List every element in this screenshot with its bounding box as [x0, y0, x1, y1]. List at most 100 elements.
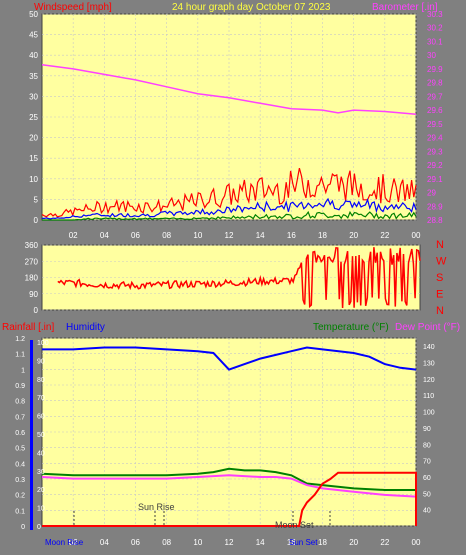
temperature-y-tick-1: 50: [423, 491, 431, 498]
barometer-y-axis-labels: 28.8 28.9 29 29.1 29.2 29.3 29.4 29.5 29.6 29.7 29…: [427, 10, 443, 225]
rainfall-y-tick-6: 0.6: [15, 430, 25, 437]
wind-x-tick-4: 10: [193, 231, 202, 240]
barometer-y-tick-13: 30.1: [427, 37, 443, 46]
humidity-y-tick-9: 90: [37, 358, 45, 365]
wind-y-tick-6: 30: [29, 92, 38, 101]
temperature-y-tick-6: 100: [423, 410, 435, 417]
wind-x-tick-0: 02: [69, 231, 78, 240]
barometer-y-tick-3: 29.1: [427, 175, 443, 184]
barometer-y-tick-2: 29: [427, 189, 436, 198]
wind-x-tick-2: 06: [131, 231, 140, 240]
series-line-0: [42, 346, 417, 371]
wind-y-tick-0: 0: [34, 216, 39, 225]
barometer-y-tick-0: 28.8: [427, 216, 443, 225]
rain-x-tick-8: 18: [318, 538, 327, 547]
humidity-y-tick-2: 20: [37, 487, 45, 494]
humidity-axis-bar: [30, 340, 33, 530]
temperature-y-tick-10: 140: [423, 344, 435, 351]
wind-y-tick-9: 45: [29, 31, 38, 40]
direction-gridlines: [42, 244, 420, 311]
chart-date-title: 24 hour graph day October 07 2023: [172, 2, 331, 13]
rain-x-tick-5: 12: [225, 538, 234, 547]
windspeed-axis-title: Windspeed [mph]: [34, 2, 112, 13]
barometer-y-tick-15: 30.3: [427, 10, 443, 19]
rainfall-y-tick-7: 0.7: [15, 414, 25, 421]
barometer-y-tick-8: 29.6: [427, 106, 443, 115]
wind-y-axis-labels: 0 5 10 15 20 25 30 35 40 45 50: [29, 10, 38, 225]
rainfall-y-tick-9: 0.9: [15, 383, 25, 390]
wind-x-tick-5: 12: [225, 231, 234, 240]
direction-y-tick-3: 270: [25, 257, 39, 266]
wind-x-tick-9: 20: [349, 231, 358, 240]
direction-y-axis-labels: 0 90 180 270 360: [25, 241, 39, 315]
wind-x-tick-7: 16: [287, 231, 296, 240]
barometer-y-tick-12: 30: [427, 51, 436, 60]
wind-y-tick-10: 50: [29, 10, 38, 19]
barometer-y-tick-6: 29.4: [427, 134, 443, 143]
wind-gust-line: [41, 167, 417, 218]
barometer-y-tick-1: 28.9: [427, 202, 443, 211]
humidity-y-axis-labels: 0 10 20 30 40 50 60 70 80 90 100: [37, 340, 49, 531]
rainfall-y-tick-1: 0.1: [15, 508, 25, 515]
direction-series: [57, 246, 421, 309]
humidity-y-tick-8: 80: [37, 377, 45, 384]
wind-y-tick-8: 40: [29, 51, 38, 60]
rainfall-y-tick-0: 0: [21, 524, 25, 531]
rain-x-tick-1: 04: [100, 538, 109, 547]
temperature-axis-title: Temperature (°F): [313, 322, 389, 333]
rain-humidity-temperature-panel: 0 0.1 0.2 0.3 0.4 0.5 0.6 0.7 0.8 0.9 1 1.1 1.2 0 10 2…: [2, 322, 460, 547]
wind-y-tick-5: 25: [29, 113, 38, 122]
temperature-y-tick-5: 90: [423, 426, 431, 433]
rain-x-tick-11: 00: [412, 538, 421, 547]
temperature-y-tick-7: 110: [423, 393, 434, 400]
compass-label-4: N: [436, 305, 444, 317]
rainfall-y-tick-4: 0.4: [15, 461, 25, 468]
rain-x-tick-2: 06: [131, 538, 140, 547]
moon-rise-label: Moon Rise: [45, 538, 84, 547]
sun-set-label: Sun Set: [289, 538, 318, 547]
humidity-y-tick-3: 30: [37, 469, 45, 476]
wind-y-tick-1: 5: [34, 195, 39, 204]
temperature-y-axis-labels: 40 50 60 70 80 90 100 110 120 130 140: [423, 344, 435, 514]
rain-x-tick-4: 10: [193, 538, 202, 547]
wind-y-tick-3: 15: [29, 154, 38, 163]
rain-x-tick-0: 02: [69, 538, 78, 547]
rain-x-axis-labels: 02 04 06 08 10 12 14 16 18 20 22 00: [69, 538, 421, 547]
rainfall-y-tick-3: 0.3: [15, 477, 25, 484]
series-line-2: [41, 474, 417, 498]
rainfall-y-tick-10: 1: [21, 367, 25, 374]
barometer-y-tick-11: 29.9: [427, 65, 443, 74]
wind-x-tick-1: 04: [100, 231, 109, 240]
humidity-y-tick-7: 70: [37, 395, 45, 402]
wind-y-tick-2: 10: [29, 175, 38, 184]
humidity-y-tick-6: 60: [37, 414, 45, 421]
humidity-y-tick-1: 10: [37, 506, 45, 513]
temperature-y-tick-4: 80: [423, 442, 431, 449]
wind-y-tick-4: 20: [29, 134, 38, 143]
direction-y-tick-2: 180: [25, 274, 39, 283]
rainfall-y-tick-8: 0.8: [15, 399, 25, 406]
sun-rise-label: Sun Rise: [138, 502, 175, 512]
barometer-line: [41, 64, 417, 116]
temperature-y-tick-9: 130: [423, 361, 435, 368]
direction-y-tick-0: 0: [34, 306, 39, 315]
barometer-y-tick-7: 29.5: [427, 120, 443, 129]
wind-direction-line: [57, 246, 421, 309]
direction-y-tick-1: 90: [29, 290, 38, 299]
rain-x-tick-10: 22: [380, 538, 389, 547]
humidity-axis-title: Humidity: [66, 322, 105, 333]
wind-x-axis-labels: 02 04 06 08 10 12 14 16 18 20 22 00: [69, 231, 421, 240]
barometer-y-tick-14: 30.2: [427, 24, 443, 33]
humidity-y-tick-4: 40: [37, 450, 45, 457]
rainfall-y-tick-5: 0.5: [15, 446, 25, 453]
rainfall-axis-title: Rainfall [.in]: [2, 322, 54, 333]
temperature-y-tick-2: 60: [423, 475, 431, 482]
barometer-y-tick-9: 29.7: [427, 92, 443, 101]
wind-x-tick-11: 00: [412, 231, 421, 240]
astro-markers: Sun Rise Moon Set Moon Rise Sun Set: [45, 502, 331, 547]
wind-x-tick-3: 08: [162, 231, 171, 240]
rainfall-y-tick-11: 1.1: [15, 352, 25, 359]
